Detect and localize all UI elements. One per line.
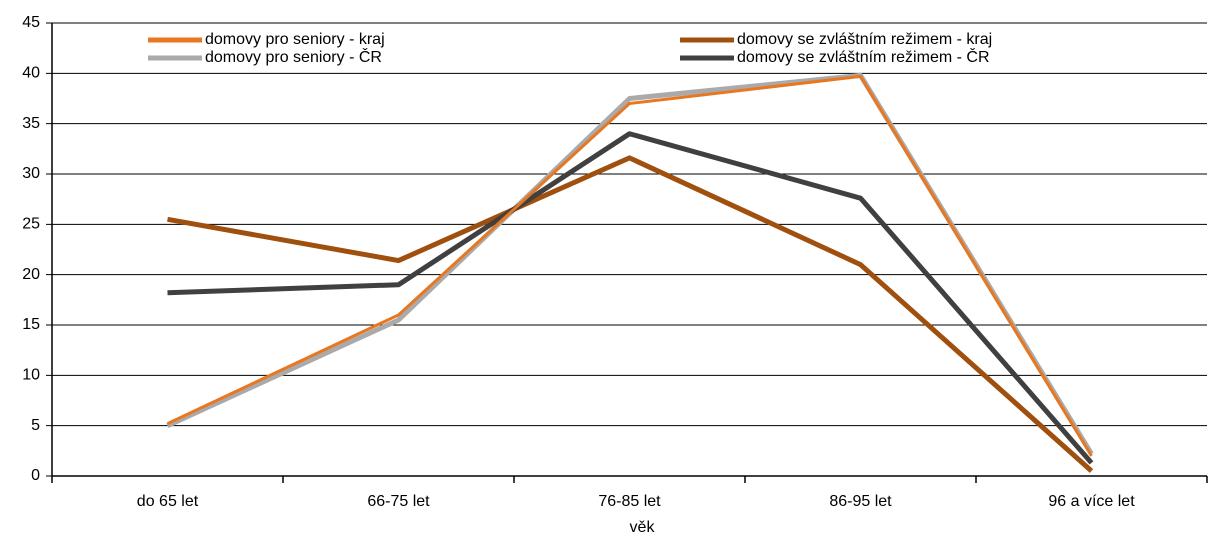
- legend-label: domovy pro seniory - kraj: [205, 31, 385, 48]
- y-tick-label: 15: [22, 316, 40, 333]
- y-tick-label: 40: [22, 65, 40, 82]
- x-tick-label: 86-95 let: [829, 493, 892, 510]
- y-tick-label: 0: [31, 467, 40, 484]
- y-tick-label: 5: [31, 417, 40, 434]
- legend-label: domovy se zvláštním režimem - ČR: [737, 47, 990, 66]
- legend-label: domovy pro seniory - ČR: [205, 47, 382, 66]
- series-line: [166, 74, 1093, 457]
- y-tick-label: 45: [22, 14, 40, 31]
- series-line: [167, 131, 1094, 465]
- legend-label: domovy se zvláštním režimem - kraj: [737, 31, 992, 48]
- x-tick-label: 76-85 let: [598, 493, 661, 510]
- y-tick-label: 20: [22, 266, 40, 283]
- y-tick-label: 10: [22, 367, 40, 384]
- x-axis-label: věk: [630, 519, 656, 536]
- y-tick-label: 25: [22, 216, 40, 233]
- y-tick-label: 35: [22, 115, 40, 132]
- x-tick-label: 66-75 let: [367, 493, 430, 510]
- x-tick-label: 96 a více let: [1048, 493, 1135, 510]
- series-line: [167, 155, 1094, 473]
- y-tick-label: 30: [22, 165, 40, 182]
- x-tick-label: do 65 let: [137, 493, 199, 510]
